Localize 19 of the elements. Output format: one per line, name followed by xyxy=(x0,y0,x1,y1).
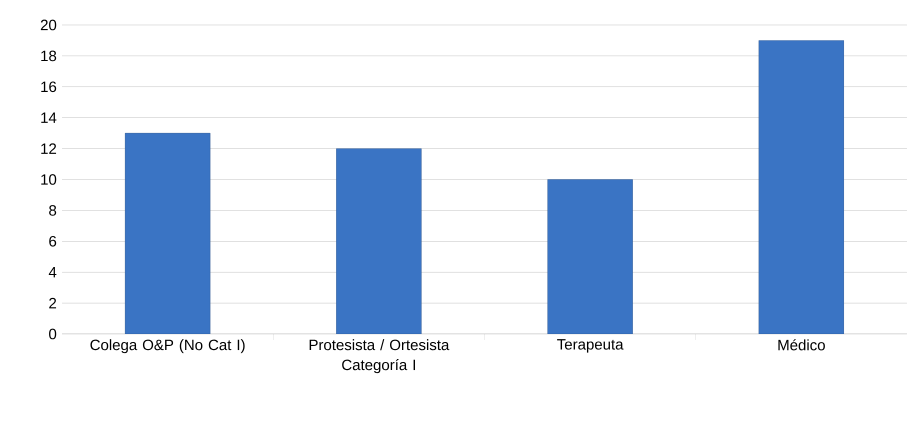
bar xyxy=(547,179,633,334)
y-tick-label: 8 xyxy=(49,205,56,216)
y-tick-label: 6 xyxy=(49,236,56,247)
x-tick-label: Colega O&P (No Cat I) xyxy=(90,339,245,354)
y-tick-label: 20 xyxy=(40,20,56,30)
y-tick-label: 14 xyxy=(41,112,56,123)
x-tick-label: Protesista / Ortesista Categoría I xyxy=(310,339,450,374)
y-tick-label: 4 xyxy=(48,267,56,278)
x-tick-label: Médico xyxy=(778,339,825,350)
bar xyxy=(758,40,844,334)
y-tick-label: 0 xyxy=(49,328,56,340)
bar xyxy=(124,132,210,334)
y-tick-label: 16 xyxy=(41,81,56,92)
y-tick-label: 12 xyxy=(41,143,56,154)
y-tick-label: 2 xyxy=(49,298,56,308)
y-tick-label: 10 xyxy=(41,174,56,185)
bar xyxy=(336,148,422,334)
x-tick-label: Terapeuta xyxy=(557,339,624,353)
y-tick-label: 18 xyxy=(41,50,56,62)
